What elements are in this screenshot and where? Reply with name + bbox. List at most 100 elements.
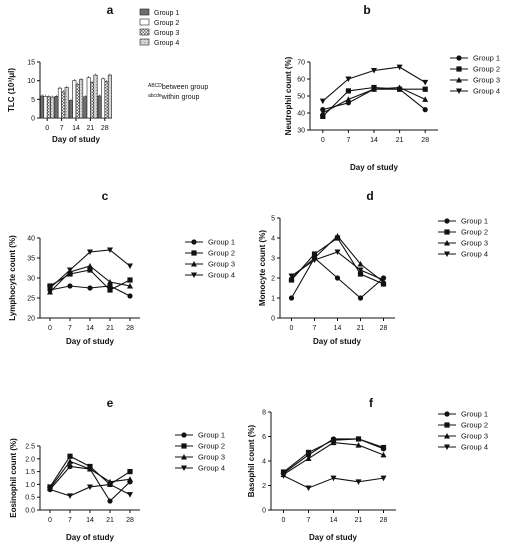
legend-label: Group 3	[473, 76, 500, 85]
annotation-text: between group	[162, 84, 208, 91]
series-group-3	[319, 84, 429, 116]
data-point	[345, 96, 352, 102]
legend-label: Group 2	[461, 421, 488, 430]
data-point	[305, 485, 312, 491]
bar-group-3	[90, 82, 95, 119]
y-tick-label: 2	[262, 483, 266, 490]
x-tick-label: 7	[346, 137, 350, 144]
x-tick-label: 14	[334, 325, 342, 332]
legend-marker	[444, 411, 450, 417]
data-point	[334, 249, 341, 255]
x-tick-label: 0	[290, 325, 294, 332]
data-point	[357, 261, 364, 267]
data-point	[67, 267, 73, 273]
data-point	[311, 251, 318, 257]
y-tick-label: 1	[271, 296, 275, 303]
legend-marker	[444, 218, 450, 224]
legend-label: Group 4	[473, 87, 500, 96]
legend-marker	[456, 77, 462, 83]
legend-marker	[181, 454, 187, 460]
legend-marker	[444, 240, 450, 246]
data-point	[319, 110, 326, 116]
series-line	[283, 442, 384, 475]
data-point	[345, 88, 351, 94]
data-point	[127, 293, 133, 299]
data-point	[355, 479, 362, 485]
legend-marker	[191, 272, 197, 278]
y-tick-label: 5	[271, 216, 275, 223]
legend-marker	[444, 444, 450, 450]
panel-b: b 30 40 50 60 70 0 7 14 21 28 Day of study Neutrophi…	[284, 3, 500, 172]
data-point	[319, 98, 326, 105]
panel-f: f 0 2 4 6 8 0 7 14 21 28 Day of study Basophil count…	[247, 396, 488, 542]
x-tick-label: 7	[307, 517, 311, 524]
x-tick-label: 28	[380, 325, 388, 332]
data-point	[280, 473, 287, 479]
legend-marker	[191, 250, 197, 256]
data-point	[334, 275, 341, 281]
y-axis-title: Lymphocyte count (%)	[8, 235, 17, 321]
legend-label: Group 3	[154, 30, 179, 37]
x-tick-label: 21	[396, 137, 404, 144]
data-point	[67, 493, 73, 499]
x-tick-label: 7	[68, 517, 72, 524]
data-point	[87, 249, 93, 255]
x-tick-label: 0	[282, 517, 286, 524]
y-tick-label: 6	[262, 434, 266, 441]
y-tick-label: 0	[271, 316, 275, 323]
y-tick-label: 0.0	[25, 508, 35, 515]
panel-label: f	[369, 396, 374, 410]
series-group-4	[319, 64, 429, 105]
y-tick-label: 2	[271, 276, 275, 283]
data-point	[371, 68, 377, 74]
data-point	[87, 484, 93, 490]
data-point	[107, 481, 113, 488]
data-point	[305, 449, 312, 456]
legend-marker	[456, 66, 462, 72]
bar-group-1	[68, 100, 73, 119]
data-point	[67, 463, 73, 470]
y-tick-label: 0	[31, 116, 35, 123]
y-tick-label: 0	[262, 508, 266, 515]
y-tick-label: 20	[27, 316, 35, 323]
legend-label: Group 4	[461, 443, 488, 452]
legend-label: Group 1	[461, 410, 488, 419]
data-point	[330, 475, 337, 482]
data-point	[127, 283, 133, 289]
panel-d: d 0 1 2 3 4 5 0 7 14 21 28 Day of study Monocyte coun…	[258, 189, 488, 346]
data-point	[380, 475, 387, 482]
bar-group-3	[46, 96, 51, 119]
bar-group-4	[107, 74, 112, 119]
x-tick-label: 7	[68, 325, 72, 332]
data-point	[107, 283, 113, 289]
y-tick-label: 25	[27, 296, 35, 303]
x-tick-label: 14	[72, 125, 80, 132]
legend-marker	[444, 251, 450, 257]
series-group-1	[47, 283, 133, 299]
x-axis-title: Day of study	[66, 533, 115, 542]
annotation-sup: abcde	[148, 93, 162, 99]
data-point	[396, 64, 403, 71]
y-tick-label: 4	[262, 459, 266, 466]
series-group-4	[47, 481, 133, 499]
data-point	[355, 442, 362, 448]
legend-label: Group 1	[473, 54, 500, 63]
x-axis-title: Day of study	[350, 163, 399, 172]
data-point	[422, 86, 428, 92]
legend-label: Group 2	[198, 442, 225, 451]
y-tick-label: 30	[297, 128, 305, 135]
bar-group-4	[64, 87, 69, 119]
x-tick-label: 0	[48, 517, 52, 524]
legend-label: Group 2	[208, 249, 235, 258]
legend-label: Group 2	[473, 65, 500, 74]
x-tick-label: 28	[126, 517, 134, 524]
legend-marker	[456, 88, 462, 94]
legend-marker	[456, 55, 462, 61]
legend-label: Group 3	[208, 260, 235, 269]
legend-label: Group 3	[198, 453, 225, 462]
y-tick-label: 60	[297, 77, 305, 84]
x-axis-title: Day of study	[309, 533, 358, 542]
series-group-3	[280, 439, 387, 477]
data-point	[47, 487, 53, 493]
